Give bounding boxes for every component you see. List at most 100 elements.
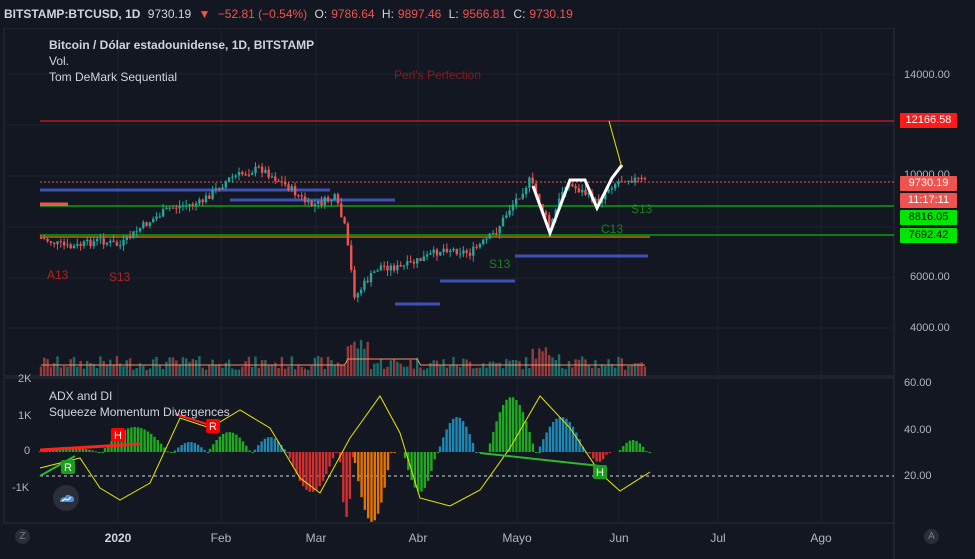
- volume-bar: [320, 357, 323, 376]
- candle-body: [221, 187, 224, 190]
- chart-canvas[interactable]: H R R H Perl's Perfection A13 S13 S13 C1…: [0, 28, 975, 559]
- adx-tick-40: 40.00: [904, 424, 932, 436]
- squeeze-bar: [505, 399, 508, 452]
- squeeze-bar: [85, 449, 88, 452]
- squeeze-bar: [475, 452, 478, 453]
- squeeze-bar: [153, 436, 156, 452]
- candle-body: [584, 189, 587, 195]
- volume-bar: [594, 360, 597, 376]
- r-marker-red[interactable]: [206, 419, 220, 433]
- squeeze-bar: [518, 404, 521, 452]
- candle-body: [69, 244, 72, 249]
- h-marker-green[interactable]: [593, 465, 607, 479]
- squeeze-bar: [420, 452, 423, 492]
- candle-body: [521, 193, 524, 199]
- volume-bar: [178, 364, 181, 376]
- squeeze-legend[interactable]: Squeeze Momentum Divergences: [49, 405, 230, 419]
- volume-bar: [356, 348, 359, 376]
- low-key: L:: [448, 7, 459, 21]
- squeeze-bar: [203, 450, 206, 452]
- volume-legend[interactable]: Vol.: [49, 54, 70, 68]
- squeeze-bar: [270, 437, 273, 452]
- squeeze-bar: [311, 452, 315, 492]
- candle-body: [178, 206, 181, 209]
- candle-body: [105, 242, 109, 245]
- w-pattern-drawing[interactable]: [531, 164, 624, 238]
- volume-bar: [303, 368, 307, 376]
- volume-bar: [155, 356, 158, 376]
- adx-tick-60: 60.00: [904, 377, 932, 389]
- volume-bar: [544, 347, 548, 376]
- candle-body: [326, 197, 330, 202]
- squeeze-bar: [492, 431, 495, 452]
- volume-bar: [581, 356, 584, 376]
- candle-body: [257, 166, 260, 168]
- volume-bar: [330, 360, 333, 376]
- volume-bar: [482, 363, 485, 376]
- candle-body: [181, 205, 185, 207]
- candle-body: [429, 253, 432, 255]
- volume-bar: [343, 365, 346, 376]
- squeeze-bar: [298, 452, 302, 481]
- price-tick-14000: 14000.00: [904, 69, 950, 81]
- zoom-reset-button[interactable]: Z: [15, 529, 30, 544]
- squeeze-bar: [367, 452, 370, 519]
- squeeze-bar: [528, 432, 531, 452]
- perls-perfection-label: Perl's Perfection: [394, 68, 481, 82]
- candle-body: [313, 203, 317, 207]
- candle-body: [383, 265, 386, 267]
- candle-body: [594, 198, 597, 202]
- volume-bar: [399, 363, 402, 376]
- volume-bar: [541, 351, 544, 376]
- volume-bar: [53, 363, 56, 376]
- volume-bar: [274, 362, 277, 376]
- squeeze-bar: [248, 450, 251, 452]
- squeeze-bar: [561, 417, 565, 452]
- candle-body: [142, 222, 145, 228]
- squeeze-bar: [208, 448, 212, 452]
- volume-bar: [429, 363, 432, 376]
- candle-body: [56, 241, 59, 245]
- candle-body: [307, 200, 310, 203]
- volume-bar: [383, 368, 386, 376]
- squeeze-bar: [445, 429, 448, 452]
- cloud-icon: [60, 494, 74, 502]
- candle-body: [122, 239, 125, 246]
- volume-bar: [528, 368, 531, 376]
- volume-bar: [491, 361, 495, 376]
- auto-scale-button[interactable]: A: [924, 529, 939, 544]
- squeeze-bar: [331, 452, 335, 459]
- candle-body: [185, 205, 188, 207]
- volume-bar: [505, 358, 508, 376]
- volume-bar: [389, 360, 392, 376]
- squeeze-bar: [276, 441, 280, 452]
- candle-body: [86, 239, 89, 242]
- open-key: O:: [314, 7, 328, 21]
- td-sequential-legend[interactable]: Tom DeMark Sequential: [49, 70, 178, 84]
- candle-body: [518, 198, 521, 200]
- candle-body: [620, 181, 623, 183]
- squeeze-bar: [133, 427, 136, 452]
- tradingview-cloud-icon[interactable]: [53, 485, 79, 511]
- symbol-name[interactable]: BITSTAMP:BTCUSD, 1D: [4, 7, 141, 21]
- candle-body: [541, 204, 544, 212]
- candle-body: [251, 173, 254, 175]
- squeeze-bar: [302, 452, 305, 487]
- candle-body: [409, 261, 412, 263]
- squeeze-bar: [625, 442, 628, 452]
- volume-bar: [257, 367, 260, 376]
- volume-bar: [468, 361, 472, 376]
- h-marker-red[interactable]: [111, 428, 125, 442]
- squeeze-bar: [318, 452, 321, 487]
- candle-body: [416, 258, 419, 264]
- adx-legend[interactable]: ADX and DI: [49, 389, 113, 403]
- candle-body: [508, 210, 511, 216]
- candle-body: [495, 233, 498, 235]
- volume-bar: [171, 357, 175, 376]
- candle-body: [79, 243, 82, 246]
- time-label-jun: Jun: [609, 531, 629, 545]
- squeeze-bar: [380, 452, 383, 503]
- r-marker-green[interactable]: [61, 460, 75, 474]
- candle-body: [439, 251, 442, 256]
- main-legend-title[interactable]: Bitcoin / Dólar estadounidense, 1D, BITS…: [49, 38, 315, 52]
